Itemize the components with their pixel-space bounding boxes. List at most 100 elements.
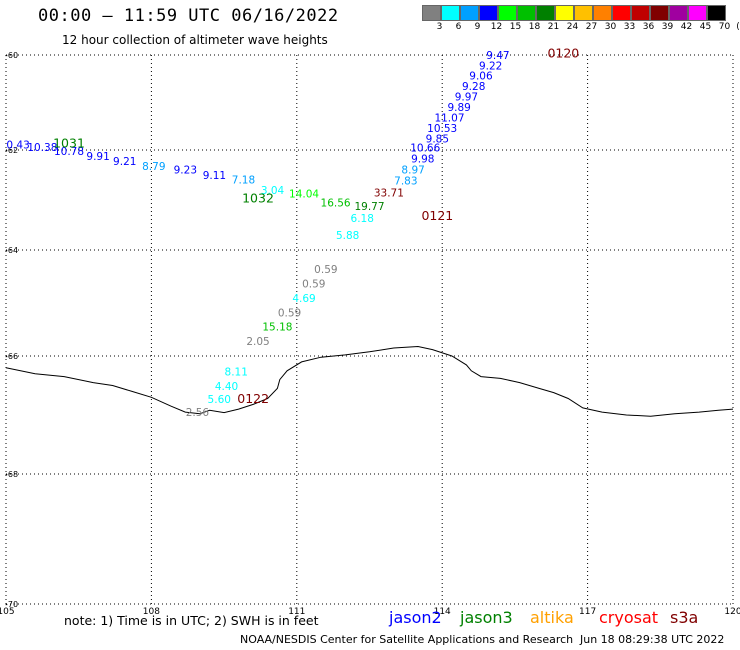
wave-height-value: 9.98 bbox=[411, 154, 434, 166]
lon-tick-label: 105 bbox=[0, 607, 15, 617]
legend-label: 42 bbox=[680, 22, 693, 32]
wave-height-value: 5.60 bbox=[208, 394, 231, 406]
wave-height-value: 19.77 bbox=[354, 201, 384, 213]
legend-swatch bbox=[460, 5, 479, 21]
legend-swatch bbox=[422, 5, 441, 21]
legend-label: 15 bbox=[509, 22, 522, 32]
wave-height-value: 9.22 bbox=[479, 60, 502, 72]
pass-id-label: 1032 bbox=[242, 191, 274, 206]
wave-height-value: 5.88 bbox=[336, 230, 359, 242]
legend-swatch bbox=[574, 5, 593, 21]
legend-label: 30 bbox=[604, 22, 617, 32]
satellite-name-jason2: jason2 bbox=[389, 608, 442, 627]
wave-height-value: 2.56 bbox=[186, 407, 210, 419]
satellite-name-s3a: s3a bbox=[670, 608, 699, 627]
lat-tick-label: -70 bbox=[5, 600, 18, 609]
wave-height-value: 9.91 bbox=[86, 151, 109, 163]
wave-height-value: 0.43 bbox=[6, 140, 29, 152]
axis-tick-labels: 105 108 111 114 117 120 -60 -62 -64 -66 -68 -70 bbox=[0, 51, 740, 617]
wave-height-value: 0.59 bbox=[302, 279, 325, 291]
legend-label: 18 bbox=[528, 22, 541, 32]
pass-id-label: 0120 bbox=[547, 45, 579, 60]
wave-height-value: 10.66 bbox=[410, 143, 440, 155]
legend-swatch bbox=[441, 5, 460, 21]
lon-tick-label: 114 bbox=[434, 607, 451, 617]
wave-height-value: 9.23 bbox=[174, 165, 197, 177]
wave-height-value: 14.04 bbox=[289, 189, 319, 201]
legend-label: 39 bbox=[661, 22, 674, 32]
legend-label: 3 bbox=[436, 22, 443, 32]
wave-height-value: 33.71 bbox=[374, 188, 404, 200]
pass-id-label: 0121 bbox=[421, 208, 453, 223]
wave-height-value: 11.07 bbox=[434, 113, 464, 125]
legend-swatch bbox=[593, 5, 612, 21]
lon-tick-label: 117 bbox=[579, 607, 596, 617]
wave-height-value: 6.18 bbox=[351, 213, 374, 225]
wave-height-value: 8.79 bbox=[142, 161, 165, 173]
satellite-name-cryosat: cryosat bbox=[599, 608, 659, 627]
lat-tick-label: -68 bbox=[5, 470, 18, 479]
wave-height-value: 8.11 bbox=[225, 366, 248, 378]
legend-label: 27 bbox=[585, 22, 598, 32]
lat-tick-label: -60 bbox=[5, 51, 18, 60]
legend-label: 6 bbox=[455, 22, 462, 32]
wave-height-value: 9.97 bbox=[455, 92, 478, 104]
legend-swatch bbox=[555, 5, 574, 21]
wave-height-value: 10.38 bbox=[27, 142, 57, 154]
legend-label: 24 bbox=[566, 22, 579, 32]
lat-tick-label: -62 bbox=[5, 146, 18, 155]
legend-swatch bbox=[479, 5, 498, 21]
legend-swatch bbox=[688, 5, 707, 21]
legend-label: 33 bbox=[623, 22, 636, 32]
page-title: 00:00 – 11:59 UTC 06/16/2022 bbox=[38, 6, 339, 26]
lat-tick-label: -64 bbox=[5, 246, 18, 255]
wave-height-value: 9.85 bbox=[426, 133, 449, 145]
legend-swatch bbox=[612, 5, 631, 21]
legend-swatch bbox=[650, 5, 669, 21]
legend-swatch bbox=[536, 5, 555, 21]
wave-height-value: 2.05 bbox=[246, 336, 269, 348]
wave-height-value: 9.21 bbox=[113, 156, 136, 168]
coastline bbox=[5, 345, 734, 417]
wave-height-value: 15.18 bbox=[262, 322, 292, 334]
satellite-name-jason3: jason3 bbox=[460, 608, 513, 627]
legend-swatch bbox=[669, 5, 688, 21]
credit-text: NOAA/NESDIS Center for Satellite Applica… bbox=[240, 633, 574, 646]
wave-height-value: 4.40 bbox=[215, 381, 238, 393]
lat-tick-label: -66 bbox=[5, 352, 18, 361]
lon-tick-label: 108 bbox=[143, 607, 160, 617]
legend-label: 36 bbox=[642, 22, 655, 32]
legend-label: 21 bbox=[547, 22, 560, 32]
map-grid bbox=[5, 54, 734, 605]
legend-swatch bbox=[498, 5, 517, 21]
lon-tick-label: 120 bbox=[724, 607, 740, 617]
pass-labels: 1031 1032 0120 0121 0122 bbox=[53, 45, 579, 406]
wave-height-value: 3.04 bbox=[261, 185, 285, 197]
wave-height-value: 4.69 bbox=[292, 293, 315, 305]
wave-height-value: 9.47 bbox=[486, 50, 509, 62]
legend-label: 70 bbox=[718, 22, 731, 32]
legend-label: 45 bbox=[699, 22, 712, 32]
wave-height-value: 8.97 bbox=[401, 165, 424, 177]
pass-id-label: 1031 bbox=[53, 136, 85, 151]
legend-label: 9 bbox=[474, 22, 481, 32]
legend-swatch bbox=[707, 5, 726, 21]
generated-timestamp: Jun 18 08:29:38 UTC 2022 bbox=[580, 633, 725, 646]
satellite-name-altika: altika bbox=[530, 608, 574, 627]
lon-tick-label: 111 bbox=[288, 607, 305, 617]
legend-unit: (ft) bbox=[736, 22, 740, 32]
pass-id-label: 0122 bbox=[237, 391, 269, 406]
legend-label: 12 bbox=[490, 22, 503, 32]
wave-height-value: 10.78 bbox=[54, 146, 84, 158]
legend-swatch bbox=[517, 5, 536, 21]
page-subtitle: 12 hour collection of altimeter wave hei… bbox=[62, 33, 328, 47]
map-frame bbox=[6, 55, 733, 604]
footer-note: note: 1) Time is in UTC; 2) SWH is in fe… bbox=[64, 613, 319, 628]
wave-height-value: 9.06 bbox=[469, 71, 493, 83]
wave-height-value: 0.59 bbox=[314, 264, 337, 276]
wave-height-value: 7.83 bbox=[394, 176, 417, 188]
wave-height-value: 10.53 bbox=[427, 123, 457, 135]
wave-height-value: 0.59 bbox=[278, 307, 301, 319]
